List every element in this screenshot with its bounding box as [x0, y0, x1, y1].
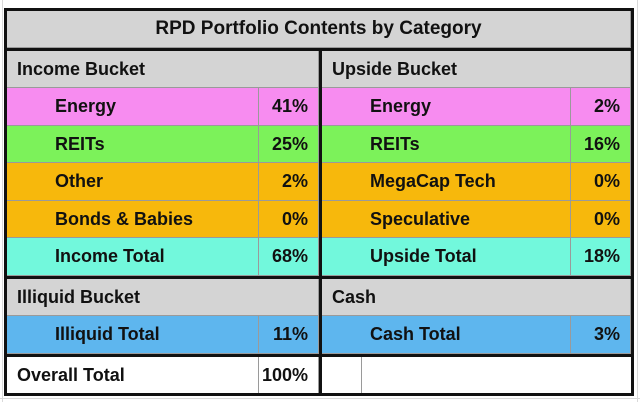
empty-cell-2[interactable]	[362, 357, 631, 393]
income-other-value[interactable]: 2%	[259, 163, 319, 201]
income-other-label[interactable]: Other	[7, 163, 259, 201]
income-total-value[interactable]: 68%	[259, 238, 319, 276]
upside-megacap-value[interactable]: 0%	[571, 163, 631, 201]
income-bucket-header[interactable]: Income Bucket	[7, 51, 319, 88]
income-total-label[interactable]: Income Total	[7, 238, 259, 276]
upside-total-label[interactable]: Upside Total	[322, 238, 571, 276]
income-reits-value[interactable]: 25%	[259, 126, 319, 163]
cash-header[interactable]: Cash	[322, 279, 631, 316]
cash-total-value[interactable]: 3%	[571, 316, 631, 354]
income-energy-label[interactable]: Energy	[7, 88, 259, 126]
income-bonds-value[interactable]: 0%	[259, 201, 319, 238]
overall-total-value[interactable]: 100%	[259, 357, 319, 393]
upside-energy-label[interactable]: Energy	[322, 88, 571, 126]
upside-speculative-label[interactable]: Speculative	[322, 201, 571, 238]
illiquid-total-label[interactable]: Illiquid Total	[7, 316, 259, 354]
income-reits-label[interactable]: REITs	[7, 126, 259, 163]
upside-bucket-header[interactable]: Upside Bucket	[322, 51, 631, 88]
empty-cell-1[interactable]	[322, 357, 362, 393]
illiquid-bucket-header[interactable]: Illiquid Bucket	[7, 279, 319, 316]
upside-reits-value[interactable]: 16%	[571, 126, 631, 163]
upside-megacap-label[interactable]: MegaCap Tech	[322, 163, 571, 201]
upside-total-value[interactable]: 18%	[571, 238, 631, 276]
income-bonds-label[interactable]: Bonds & Babies	[7, 201, 259, 238]
income-energy-value[interactable]: 41%	[259, 88, 319, 126]
upside-energy-value[interactable]: 2%	[571, 88, 631, 126]
upside-reits-label[interactable]: REITs	[322, 126, 571, 163]
cash-total-label[interactable]: Cash Total	[322, 316, 571, 354]
portfolio-table: RPD Portfolio Contents by Category Incom…	[4, 8, 634, 396]
table-title[interactable]: RPD Portfolio Contents by Category	[7, 11, 631, 48]
illiquid-total-value[interactable]: 11%	[259, 316, 319, 354]
divider-center	[319, 48, 322, 393]
upside-speculative-value[interactable]: 0%	[571, 201, 631, 238]
overall-total-label[interactable]: Overall Total	[7, 357, 259, 393]
